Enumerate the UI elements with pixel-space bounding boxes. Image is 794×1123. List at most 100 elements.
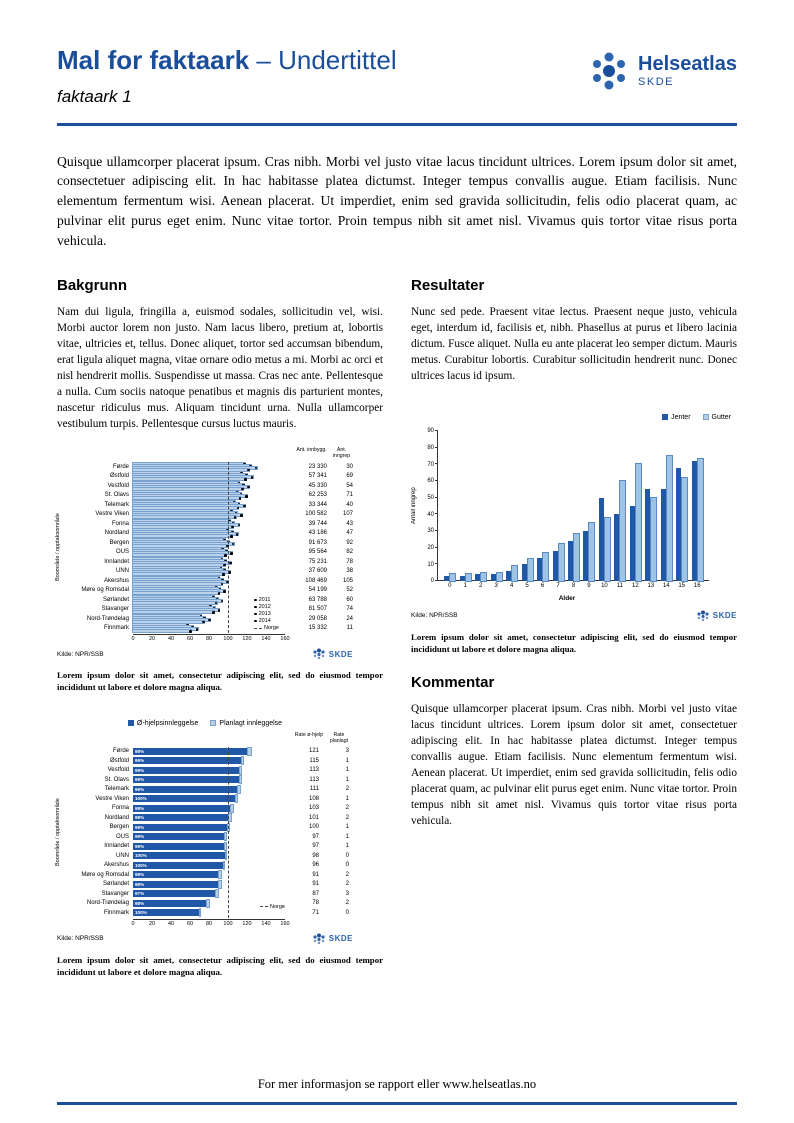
marker-dot	[223, 563, 226, 567]
bar-track: 99%	[133, 832, 285, 842]
bar-gutter	[634, 463, 642, 582]
marker-dot	[214, 586, 218, 589]
bar	[132, 597, 219, 601]
bar-group: 2	[473, 431, 488, 589]
table-value-rate-ohjelp: 108	[308, 795, 319, 802]
bar-planlagt	[241, 756, 245, 766]
axis-tick: 60	[186, 636, 194, 642]
bar-jenter	[567, 540, 573, 581]
axis-tick: 160	[280, 920, 290, 927]
bar-gutter	[696, 458, 704, 582]
helseatlas-dots-icon	[593, 52, 626, 90]
table-value-innbygg: 39 744	[308, 520, 327, 527]
axis-tick: 16	[693, 582, 701, 589]
bar-ohjelp: 98%	[133, 747, 248, 755]
bar-jenter	[506, 570, 512, 581]
bar	[131, 559, 228, 563]
bar-gutter	[681, 476, 689, 582]
bar	[131, 616, 207, 620]
bar	[131, 587, 222, 591]
category-label: Sørlandet	[102, 596, 129, 603]
bar-jenter	[552, 550, 558, 581]
table-value-rate-planlagt: 1	[345, 795, 349, 802]
percent-label: 99%	[135, 758, 145, 764]
bar	[132, 629, 192, 633]
bar-jenter	[598, 497, 604, 581]
bar	[131, 557, 224, 561]
chart3-plot-area: 0 10 20 30 40 50 60 70 80 90 0 1 2 3 4 5 6 7 8 9 10 11 12 13 14…	[427, 428, 709, 589]
bar-planlagt	[206, 898, 210, 908]
bar-track: 99%	[133, 822, 285, 833]
chart1-col-header-innbygg: Ant. innbygg.	[296, 447, 327, 454]
chart2-row: Innlandet 99% 97 1	[65, 841, 353, 852]
table-value-inngrep: 60	[346, 596, 353, 603]
chart1-row: Nordland 43 186 47	[65, 528, 353, 539]
chart2-row: Telemark 99% 111 2	[65, 784, 353, 795]
marker-dot	[233, 516, 237, 519]
marker-dot	[212, 607, 216, 610]
marker-dot	[249, 464, 252, 468]
bar-pair	[660, 431, 673, 582]
table-value-innbygg: 91 673	[308, 539, 327, 546]
marker-dot	[237, 523, 241, 527]
table-value-rate-planlagt: 2	[345, 871, 349, 878]
table-value-inngrep: 47	[346, 530, 353, 537]
chart2-row: OUS 99% 97 1	[65, 832, 353, 842]
legend-marker-icon	[254, 598, 257, 602]
bar	[132, 570, 231, 574]
percent-label: 98%	[135, 872, 145, 878]
category-label: Innlandet	[104, 843, 129, 850]
category-label: Nord-Trøndelag	[86, 615, 129, 622]
bar-track: 98%	[133, 898, 285, 909]
axis-tick: 11	[616, 582, 624, 589]
bar-gutter	[588, 521, 596, 582]
skde-dots-icon	[313, 648, 325, 660]
percent-label: 98%	[135, 881, 145, 887]
axis-tick: 40	[167, 636, 175, 642]
axis-tick: 2	[479, 582, 483, 589]
marker-dot	[199, 614, 203, 618]
bar	[131, 566, 223, 570]
table-value-rate-ohjelp: 91	[312, 881, 319, 888]
chart1-row: Førde 23 330 30	[65, 462, 353, 472]
axis-tick: 1	[463, 582, 467, 589]
bar-track: 98%	[133, 870, 285, 880]
table-value-rate-ohjelp: 111	[309, 786, 319, 793]
bar-ohjelp: 98%	[133, 899, 208, 907]
bar	[131, 462, 247, 466]
category-label: Nordland	[104, 814, 129, 821]
chart2-row: St. Olavs 99% 113 1	[65, 775, 353, 785]
category-label: Fonna	[111, 520, 129, 527]
bar	[132, 601, 218, 605]
bar-track: 100%	[133, 794, 285, 804]
bar-pair	[490, 431, 503, 583]
chart1-row: Stavanger 81 507 74	[65, 604, 353, 615]
marker-dot	[217, 576, 221, 580]
bar	[131, 578, 225, 582]
chart2-row: Vestfold 99% 113 1	[65, 765, 353, 776]
bar-jenter	[676, 467, 682, 581]
bar	[132, 490, 239, 494]
table-value-innbygg: 23 330	[308, 463, 327, 470]
percent-label: 100%	[135, 796, 147, 802]
bar-gutter	[619, 479, 627, 582]
bar-planlagt	[214, 889, 220, 899]
marker-dot	[220, 599, 224, 603]
bar-jenter	[444, 575, 450, 581]
marker-dot	[230, 531, 234, 534]
bar-jenter	[660, 489, 666, 581]
marker-dot	[208, 618, 211, 622]
table-value-inngrep: 74	[346, 606, 353, 613]
percent-label: 98%	[135, 900, 145, 906]
bar-pair	[444, 431, 457, 582]
marker-dot	[226, 529, 229, 532]
bar-planlagt	[246, 746, 252, 756]
bar-planlagt	[227, 813, 232, 823]
bar	[131, 568, 227, 572]
bar-gutter	[542, 551, 550, 582]
axis-tick: 0	[448, 582, 452, 589]
table-value-rate-ohjelp: 71	[312, 909, 319, 916]
bar-jenter	[459, 575, 465, 581]
category-label: Vestre Viken	[95, 511, 129, 518]
bar-planlagt	[218, 870, 223, 880]
